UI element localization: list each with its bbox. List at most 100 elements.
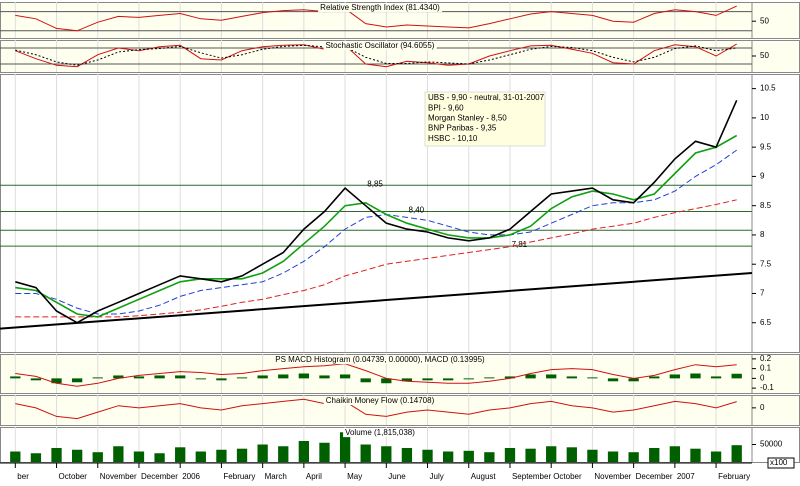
y-tick-label: 10.5	[760, 84, 776, 93]
y-tick-label: 9	[760, 172, 765, 181]
bar	[257, 375, 268, 379]
x-tick-label: February	[223, 472, 255, 481]
bar	[381, 378, 392, 384]
bar	[607, 451, 619, 462]
bar	[339, 374, 351, 379]
x-tick-label: November	[100, 472, 137, 481]
panel-title: Stochastic Oscillator (94.6055)	[326, 41, 435, 50]
x-tick-label: February	[718, 472, 750, 481]
series-line	[15, 363, 737, 387]
bar	[113, 375, 124, 379]
series-line	[15, 44, 737, 66]
unit-box	[767, 457, 795, 469]
bar	[133, 376, 145, 379]
panel-title: Relative Strength Index (81.4340)	[320, 3, 440, 12]
x-tick-label: April	[306, 472, 322, 481]
bar	[628, 452, 639, 462]
panel-title-bg	[273, 355, 488, 365]
bar	[566, 447, 577, 462]
bar	[236, 448, 248, 462]
x-tick-label: ber	[17, 472, 29, 481]
bar	[92, 452, 103, 462]
level-label: 7,81	[512, 240, 528, 249]
bar	[690, 448, 701, 462]
bar	[690, 373, 701, 379]
y-tick-label: 50	[760, 51, 769, 60]
series-line	[15, 99, 738, 324]
bar	[175, 375, 186, 379]
y-tick-label: 9.5	[760, 142, 772, 151]
bar	[133, 451, 145, 462]
x-tick-label: October	[553, 472, 582, 481]
bar	[504, 448, 516, 462]
bar	[525, 374, 536, 379]
bar	[484, 452, 495, 462]
x-tick-label: 2007	[677, 472, 695, 481]
bar	[731, 445, 742, 462]
panel-title: PS MACD Histogram (0.04739, 0.00000), MA…	[275, 355, 485, 364]
x-tick-label: December	[636, 472, 673, 481]
bar	[463, 450, 474, 462]
x-tick-label: March	[265, 472, 287, 481]
bar	[51, 448, 62, 462]
series-line	[15, 134, 738, 318]
series-line	[15, 5, 737, 32]
bar	[10, 376, 21, 379]
bar	[30, 453, 42, 462]
bar	[587, 449, 598, 462]
bar	[381, 446, 392, 462]
note-line: HSBC - 10,10	[428, 134, 478, 143]
bar	[710, 451, 722, 462]
bar	[710, 376, 722, 379]
bar	[298, 373, 310, 379]
bar	[319, 442, 330, 462]
panel-title-bg	[343, 428, 418, 438]
bar	[154, 375, 165, 379]
bar	[195, 378, 206, 380]
bar	[278, 446, 289, 462]
bar	[10, 451, 21, 462]
bar	[113, 446, 124, 462]
bar	[360, 378, 371, 383]
note-line: BNP Paribas - 9,35	[428, 124, 497, 133]
bar	[216, 449, 227, 462]
y-tick-label: 10	[760, 113, 769, 122]
bar	[731, 373, 742, 379]
x-tick-label: November	[594, 472, 631, 481]
note-box	[424, 91, 546, 147]
y-tick-label: 0.2	[760, 354, 772, 363]
bar	[546, 374, 557, 379]
bar	[649, 376, 660, 379]
series-line	[15, 199, 737, 318]
bar	[504, 376, 516, 379]
x-tick-label: December	[141, 472, 178, 481]
bar	[195, 451, 206, 462]
panel	[0, 74, 800, 353]
y-tick-label: 6.5	[760, 318, 772, 327]
bar	[422, 378, 433, 381]
x-tick-label: May	[347, 472, 362, 481]
bar	[298, 441, 310, 462]
x-tick-label: August	[471, 472, 497, 481]
bar	[339, 432, 351, 462]
note-line: Morgan Stanley - 8,50	[428, 114, 507, 123]
panel-title-bg	[323, 396, 437, 406]
bar	[216, 378, 227, 381]
bar	[484, 377, 495, 379]
level-label: 8,40	[409, 206, 425, 215]
bar	[175, 447, 186, 462]
bar	[442, 451, 454, 462]
bar	[628, 378, 639, 382]
y-tick-label: -0.1	[760, 383, 774, 392]
panel-title-bg	[323, 41, 437, 51]
x-tick-label: October	[59, 472, 88, 481]
series-line	[15, 398, 737, 420]
panel-title: Chaikin Money Flow (0.14708)	[326, 396, 435, 405]
y-tick-label: 7	[760, 289, 765, 298]
x-tick-label: June	[388, 472, 406, 481]
bar	[30, 378, 42, 381]
bar	[422, 449, 433, 462]
y-tick-label: 0	[760, 373, 765, 382]
x-tick-label: 2006	[182, 472, 200, 481]
